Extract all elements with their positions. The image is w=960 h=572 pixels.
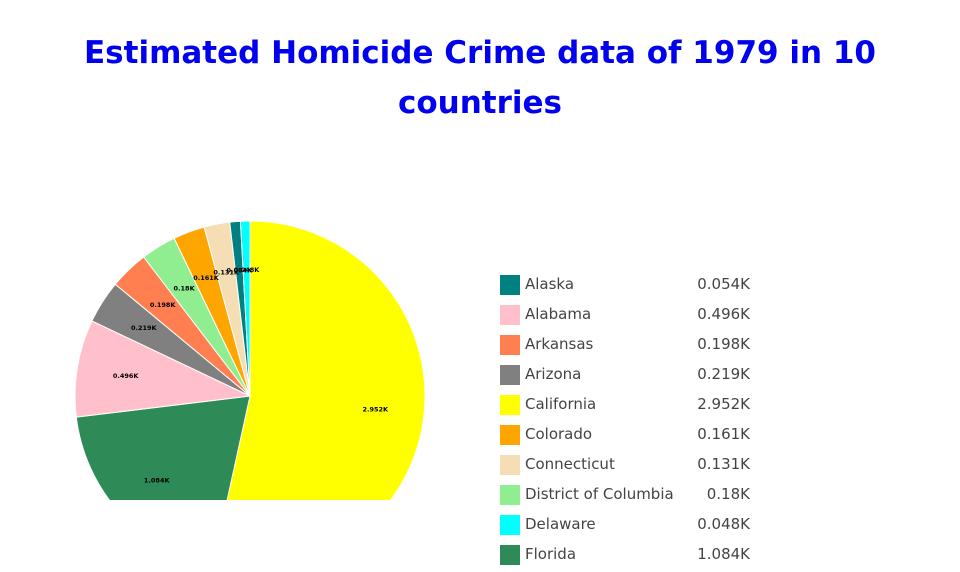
slice-label-connecticut: 0.131K [213,268,240,276]
legend-value: 0.18K [706,485,750,503]
legend-item-district-of-columbia[interactable]: District of Columbia 0.18K [500,482,760,512]
slice-label-arkansas: 0.198K [150,301,177,309]
pie-slice-alabama[interactable] [74,320,252,418]
chart-title: Estimated Homicide Crime data of 1979 in… [84,35,876,121]
legend-swatch [500,275,520,295]
slice-label-colorado: 0.161K [193,274,220,282]
legend-value: 0.054K [697,275,750,293]
legend-swatch [500,425,520,445]
slice-label-district-of-columbia: 0.18K [174,285,196,293]
legend-label: Delaware [525,515,596,533]
legend-value: 2.952K [697,395,750,413]
legend-item-alaska[interactable]: Alaska 0.054K [500,272,760,302]
pie-slice-delaware[interactable] [239,220,251,397]
legend-value: 0.048K [697,515,750,533]
legend-swatch [500,365,520,385]
slice-label-delaware: 0.048K [234,266,261,274]
legend-label: District of Columbia [525,485,674,503]
legend-swatch [500,545,520,565]
legend-label: Alaska [525,275,575,293]
slice-label-california: 2.952K [362,406,389,414]
legend-label: Colorado [525,425,593,443]
pie-slices [74,220,426,500]
pie-slice-labels: 2.952K 1.084K 0.496K 0.219K 0.198K 0.18K 0.161… [113,266,389,485]
legend-item-arizona[interactable]: Arizona 0.219K [500,362,760,392]
slice-label-arizona: 0.219K [131,324,158,332]
legend-item-alabama[interactable]: Alabama 0.496K [500,302,760,332]
legend-label: Florida [525,545,577,563]
legend-value: 0.161K [697,425,750,443]
legend-label: Arizona [525,365,582,383]
legend-item-colorado[interactable]: Colorado 0.161K [500,422,760,452]
legend-swatch [500,335,520,355]
legend-label: California [525,395,597,413]
pie-chart: 2.952K 1.084K 0.496K 0.219K 0.198K 0.18K 0.161… [74,220,426,500]
legend-label: Arkansas [525,335,594,353]
legend-swatch [500,395,520,415]
legend-value: 0.219K [697,365,750,383]
legend-label: Connecticut [525,455,615,473]
legend-value: 0.131K [697,455,750,473]
legend-swatch [500,515,520,535]
legend-label: Alabama [525,305,592,323]
legend-item-arkansas[interactable]: Arkansas 0.198K [500,332,760,362]
pie-slice-california[interactable] [212,220,426,500]
legend-swatch [500,485,520,505]
legend-item-florida[interactable]: Florida 1.084K [500,542,760,572]
legend-value: 0.496K [697,305,750,323]
slice-label-alabama: 0.496K [113,372,140,380]
legend-swatch [500,455,520,475]
legend-value: 0.198K [697,335,750,353]
legend-item-connecticut[interactable]: Connecticut 0.131K [500,452,760,482]
legend-value: 1.084K [697,545,750,563]
legend-swatch [500,305,520,325]
legend: Alaska 0.054K Alabama 0.496K Arkansas 0.198K A… [500,272,760,572]
pie-slice-florida[interactable] [75,395,251,500]
legend-item-delaware[interactable]: Delaware 0.048K [500,512,760,542]
legend-item-california[interactable]: California 2.952K [500,392,760,422]
slice-label-alaska: 0.054K [226,266,253,274]
slice-label-florida: 1.084K [144,477,171,485]
